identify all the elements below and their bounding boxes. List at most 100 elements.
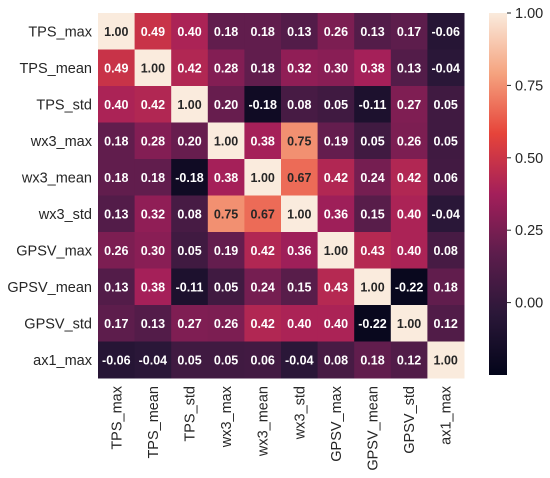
colorbar-tick-label: 1.00 — [515, 6, 543, 22]
heatmap-cell — [427, 49, 465, 87]
cell-value-label: 0.32 — [141, 207, 165, 221]
heatmap-cell — [281, 122, 319, 160]
cell-value-label: -0.04 — [431, 61, 460, 75]
y-tick-label: TPS_std — [36, 97, 92, 113]
cell-value-label: 0.18 — [251, 61, 275, 75]
cell-value-label: 0.19 — [324, 134, 348, 148]
cell-value-label: 1.00 — [177, 98, 201, 112]
cell-value-label: 0.38 — [360, 61, 384, 75]
heatmap-cell — [207, 305, 245, 342]
cell-value-label: -0.04 — [285, 353, 314, 367]
heatmap-cell — [244, 341, 282, 379]
cell-value-label: 0.27 — [177, 317, 201, 331]
heatmap-cell — [244, 13, 282, 50]
y-tick-label: GPSV_mean — [7, 280, 92, 296]
heatmap-cell — [354, 268, 392, 306]
heatmap-cell — [354, 232, 392, 269]
heatmap-cell — [134, 305, 172, 342]
heatmap-cell — [98, 268, 136, 306]
cell-value-label: 0.40 — [104, 98, 128, 112]
heatmap-cell — [244, 122, 282, 160]
heatmap-cell — [134, 195, 172, 233]
cell-value-label: 0.26 — [104, 244, 128, 258]
x-tick-label: GPSV_mean — [366, 386, 382, 471]
heatmap-cell — [317, 122, 355, 160]
x-tick-label: GPSV_std — [402, 386, 418, 454]
heatmap-cell — [244, 232, 282, 269]
cell-value-label: 0.15 — [360, 207, 384, 221]
heatmap-cell — [354, 86, 392, 123]
heatmap-cell — [281, 159, 319, 196]
heatmap-cell — [427, 268, 465, 306]
cell-value-label: 0.40 — [177, 25, 201, 39]
heatmap-cell — [171, 195, 209, 233]
heatmap-cell — [317, 49, 355, 87]
cell-value-label: -0.11 — [359, 98, 387, 112]
cell-value-label: 0.18 — [214, 25, 238, 39]
x-tick-label: TPS_std — [183, 386, 199, 442]
heatmap-cell — [244, 305, 282, 342]
heatmap-cell — [390, 159, 428, 196]
cell-value-label: 0.42 — [251, 317, 275, 331]
cell-value-label: 0.38 — [251, 134, 275, 148]
heatmap-cell — [427, 159, 465, 196]
cell-value-label: 0.13 — [287, 25, 311, 39]
cell-value-label: -0.04 — [431, 207, 460, 221]
y-tick-label: TPS_mean — [19, 61, 92, 77]
heatmap-cell — [317, 341, 355, 379]
cell-value-label: 0.12 — [397, 353, 421, 367]
cell-value-label: 0.19 — [214, 244, 238, 258]
cell-value-label: 0.38 — [141, 280, 165, 294]
heatmap-cell — [427, 341, 465, 379]
x-tick-label: wx3_std — [292, 386, 308, 440]
cell-value-label: 0.05 — [177, 244, 201, 258]
heatmap-cell — [317, 305, 355, 342]
cell-value-label: -0.22 — [358, 317, 387, 331]
heatmap-cell — [390, 232, 428, 269]
cell-value-label: 0.20 — [214, 98, 238, 112]
heatmap-cell — [171, 13, 209, 50]
cell-value-label: 0.40 — [397, 244, 421, 258]
heatmap-cell — [171, 232, 209, 269]
cell-value-label: 0.20 — [177, 134, 201, 148]
cell-value-label: 0.18 — [360, 353, 384, 367]
heatmap-cell — [354, 49, 392, 87]
y-tick-label: wx3_std — [38, 207, 92, 223]
heatmap-cell — [317, 86, 355, 123]
cell-value-label: 0.32 — [287, 61, 311, 75]
heatmap-cell — [134, 122, 172, 160]
heatmap-cell — [171, 159, 209, 196]
heatmap-cell — [98, 49, 136, 87]
heatmap-cell — [207, 195, 245, 233]
cell-value-label: 0.28 — [141, 134, 165, 148]
cell-value-label: 0.38 — [214, 171, 238, 185]
cell-value-label: -0.11 — [176, 280, 204, 294]
y-tick-label: wx3_max — [30, 134, 93, 150]
heatmap-cell — [207, 268, 245, 306]
cell-value-label: 0.05 — [434, 98, 458, 112]
cell-value-label: 0.30 — [141, 244, 165, 258]
cell-value-label: 0.18 — [141, 171, 165, 185]
heatmap-cell — [207, 86, 245, 123]
cell-value-label: 1.00 — [360, 280, 384, 294]
cell-value-label: -0.04 — [139, 353, 168, 367]
y-tick-label: GPSV_max — [16, 243, 92, 259]
cell-value-label: 0.26 — [324, 25, 348, 39]
heatmap-cell — [171, 341, 209, 379]
heatmap-cell — [427, 305, 465, 342]
cell-value-label: 0.06 — [251, 353, 275, 367]
cell-value-label: 0.15 — [287, 280, 311, 294]
cell-value-label: 1.00 — [287, 207, 311, 221]
cell-value-label: 0.18 — [104, 134, 128, 148]
heatmap-cell — [244, 159, 282, 196]
heatmap-cell — [427, 232, 465, 269]
cell-value-label: 0.26 — [397, 134, 421, 148]
heatmap-cell — [390, 305, 428, 342]
heatmap-cell — [317, 13, 355, 50]
cell-value-label: 0.49 — [104, 61, 128, 75]
cell-value-label: 0.43 — [324, 280, 348, 294]
cell-value-label: 0.75 — [214, 207, 238, 221]
heatmap-cell — [281, 341, 319, 379]
colorbar-gradient — [489, 13, 507, 375]
